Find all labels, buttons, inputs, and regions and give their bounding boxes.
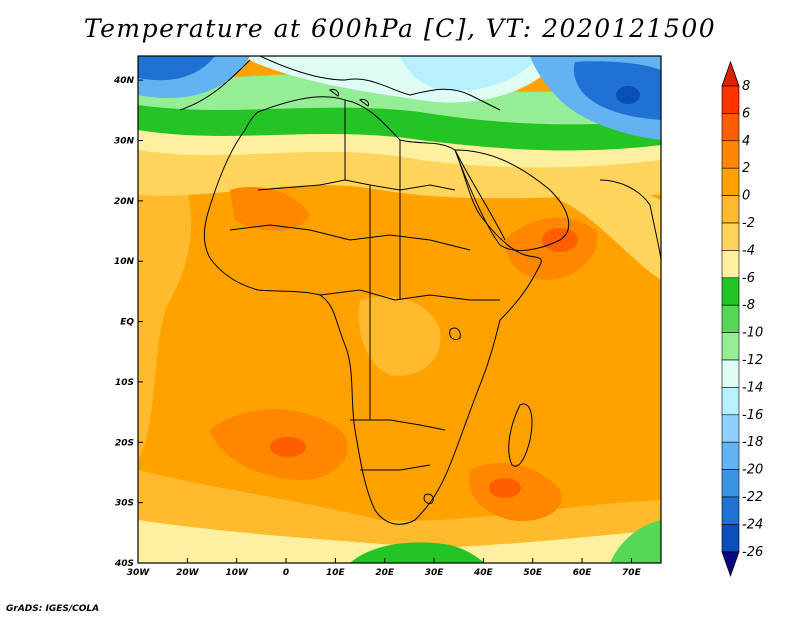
x-tick-label: 40E xyxy=(473,568,494,578)
y-tick-label: 10S xyxy=(115,378,134,388)
x-tick-label: 20W xyxy=(176,568,200,578)
colorbar-label: -2 xyxy=(742,216,755,231)
colorbar-swatch xyxy=(721,140,740,169)
temperature-field xyxy=(138,56,661,563)
colorbar-swatch xyxy=(721,85,740,114)
field-light-blue xyxy=(400,56,540,91)
colorbar-label: -18 xyxy=(742,435,763,450)
lake-victoria xyxy=(449,327,461,341)
lesotho xyxy=(423,493,434,504)
field-cream xyxy=(138,110,661,168)
field-south-cream xyxy=(138,520,661,563)
colorbar-swatch xyxy=(721,414,740,443)
x-tick-label: 30E xyxy=(425,568,445,578)
y-tick-label: 30N xyxy=(114,137,135,147)
field-light-green xyxy=(138,70,661,125)
colorbar-label: -20 xyxy=(742,463,763,478)
field-west-light xyxy=(138,120,192,460)
border-sahel xyxy=(229,224,471,251)
colorbar-label: -4 xyxy=(742,243,755,258)
x-tick-label: 10E xyxy=(326,568,346,578)
map-frame xyxy=(137,55,662,564)
red-sea xyxy=(454,149,506,241)
x-tick-label: 70E xyxy=(622,568,642,578)
field-south-green xyxy=(350,542,485,563)
colorbar-label: -26 xyxy=(742,545,763,560)
field-ne-dark-blue xyxy=(573,61,661,120)
x-tick-label: 10W xyxy=(225,568,249,578)
colorbar-label: -24 xyxy=(742,517,763,532)
colorbar: 8 6 4 2 0 -2 -4 -6 -8 -10 -12 -14 -16 -18 -20 -22 -24 -26 xyxy=(721,60,763,577)
field-sahel-warm xyxy=(230,186,310,231)
colorbar-swatch xyxy=(721,387,740,416)
med-islands xyxy=(328,89,369,107)
x-tick-label: 50E xyxy=(523,568,543,578)
x-tick-label: 30W xyxy=(127,568,151,578)
x-tick-label: 20E xyxy=(375,568,395,578)
europe-coast xyxy=(179,56,501,111)
colorbar-swatch xyxy=(721,496,740,525)
colorbar-label: 4 xyxy=(742,134,750,149)
colorbar-swatch xyxy=(721,222,740,251)
colorbar-swatch xyxy=(721,250,740,279)
colorbar-bottom-arrow xyxy=(721,551,740,577)
border-vertical xyxy=(344,100,401,420)
colorbar-label: 6 xyxy=(742,106,750,121)
y-tick-label: 10N xyxy=(114,257,135,267)
border-central xyxy=(319,289,500,301)
field-se-green xyxy=(610,520,661,563)
y-tick-label: 40N xyxy=(113,76,135,86)
colorbar-swatch xyxy=(721,195,740,224)
colorbar-label: -14 xyxy=(742,380,763,395)
field-ne-core xyxy=(616,86,640,104)
colorbar-label: 8 xyxy=(742,79,750,94)
x-tick-label: 0 xyxy=(283,568,289,578)
colorbar-swatch xyxy=(721,304,740,333)
colorbar-swatch xyxy=(721,524,740,553)
colorbar-swatch xyxy=(721,167,740,196)
madagascar-coast xyxy=(508,403,533,467)
y-tick-label: 40S xyxy=(114,559,134,569)
colorbar-label: -10 xyxy=(742,326,763,341)
chart-title: Temperature at 600hPa [C], VT: 202012150… xyxy=(83,14,717,43)
colorbar-swatch xyxy=(721,359,740,388)
y-tick-label: 20S xyxy=(115,438,134,448)
colorbar-label: -6 xyxy=(742,271,755,286)
field-central-light xyxy=(358,296,441,376)
colorbar-swatch xyxy=(721,441,740,470)
y-tick-label: EQ xyxy=(120,318,134,328)
y-tick-label: 30S xyxy=(115,499,134,509)
colorbar-label: 2 xyxy=(742,161,750,176)
colorbar-swatch xyxy=(721,332,740,361)
y-tick-label: 20N xyxy=(114,197,135,207)
field-angola-hot xyxy=(270,437,306,457)
field-madagascar-hot xyxy=(489,478,521,498)
colorbar-label: -12 xyxy=(742,353,763,368)
arabia-coast xyxy=(454,149,570,251)
colorbar-label: -22 xyxy=(742,490,763,505)
field-east-yellow xyxy=(560,170,661,280)
colorbar-swatch xyxy=(721,277,740,306)
credit-label: GrADS: IGES/COLA xyxy=(6,604,100,614)
colorbar-label: -16 xyxy=(742,408,763,423)
axis-ticks: 30W 20W 10W 0 10E 20E 30E 40E 50E 60E 70E 40N 30N 20N… xyxy=(113,76,642,578)
colorbar-swatch xyxy=(721,469,740,498)
colorbar-label: 0 xyxy=(742,189,750,204)
colorbar-label: -8 xyxy=(742,298,755,313)
colorbar-swatch xyxy=(721,113,740,142)
colorbar-top-arrow xyxy=(721,60,740,87)
india-coast xyxy=(599,179,661,261)
coastlines xyxy=(179,56,661,525)
field-nw-dark-blue xyxy=(138,56,215,81)
x-tick-label: 60E xyxy=(573,568,593,578)
